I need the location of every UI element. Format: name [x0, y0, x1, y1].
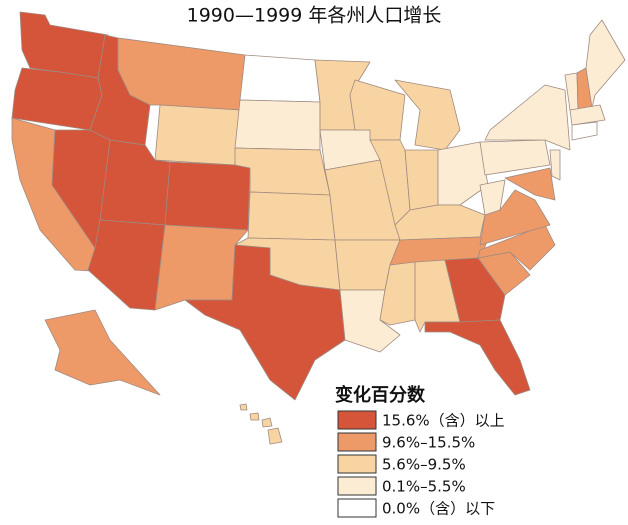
map-title: 1990—1999 年各州人口增长 — [187, 5, 442, 27]
state — [404, 149, 439, 211]
state — [11, 67, 103, 131]
state — [247, 191, 336, 241]
state — [19, 11, 109, 79]
state — [239, 403, 248, 411]
state — [479, 139, 551, 176]
state — [424, 319, 531, 396]
legend-label: 5.6%–9.5% — [382, 456, 466, 474]
legend-label: 9.6%–15.5% — [382, 434, 475, 452]
state — [437, 141, 489, 206]
legend-swatch — [337, 454, 377, 474]
state — [564, 72, 579, 111]
state — [569, 104, 606, 126]
state — [239, 54, 321, 103]
state — [349, 79, 406, 141]
state — [164, 161, 251, 231]
legend-label: 15.6%（含）以上 — [382, 412, 505, 430]
state — [184, 244, 346, 401]
state — [484, 84, 571, 151]
legend-swatch — [337, 498, 377, 518]
state — [234, 99, 321, 151]
state — [87, 219, 166, 311]
state — [394, 79, 461, 151]
state — [154, 104, 241, 166]
state — [249, 412, 260, 421]
state — [549, 149, 561, 181]
legend: 变化百分数 15.6%（含）以上 9.6%–15.5% 5.6%–9.5% 0.1%–… — [335, 384, 505, 518]
states — [11, 11, 626, 445]
legend-swatch — [337, 432, 377, 452]
state — [479, 179, 506, 216]
state — [267, 427, 283, 445]
legend-label: 0.0%（含）以下 — [382, 500, 495, 518]
state — [444, 257, 506, 323]
state — [571, 121, 598, 141]
state — [261, 417, 273, 428]
legend-swatch — [337, 410, 377, 430]
state — [504, 167, 556, 201]
legend-title: 变化百分数 — [335, 384, 426, 406]
state — [44, 309, 161, 396]
state — [585, 19, 626, 109]
legend-swatch — [337, 476, 377, 496]
legend-label: 0.1%–5.5% — [382, 478, 466, 496]
